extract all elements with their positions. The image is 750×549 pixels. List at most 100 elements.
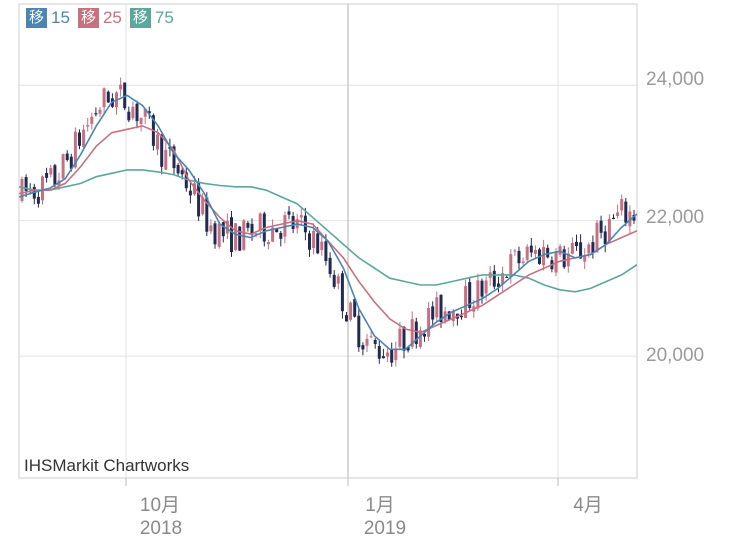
candle-26	[127, 106, 131, 123]
candle-23	[115, 91, 118, 115]
candle-body-117	[501, 273, 505, 285]
candle-body-132	[562, 249, 566, 268]
y-tick-20000: 20,000	[646, 345, 705, 366]
candle-147	[624, 198, 628, 227]
candle-63	[279, 231, 283, 247]
candle-120	[513, 248, 517, 256]
candle-body-98	[423, 334, 426, 337]
candle-98	[423, 333, 426, 342]
candle-body-130	[554, 251, 558, 273]
candle-82	[357, 309, 361, 352]
candle-17	[90, 112, 94, 130]
candle-81	[353, 297, 357, 318]
candle-111	[476, 273, 480, 311]
legend-badge-ma15: 移	[26, 8, 48, 28]
candle-body-69	[303, 215, 307, 233]
candle-65	[287, 206, 291, 220]
candle-83	[361, 342, 365, 356]
candle-body-101	[435, 297, 439, 318]
legend-ma25: 移 25	[77, 8, 122, 28]
candle-108	[464, 279, 468, 319]
candle-body-25	[123, 82, 127, 109]
y-tick-24000: 24,000	[646, 69, 705, 90]
candle-body-52	[234, 223, 238, 251]
candle-101	[435, 291, 439, 323]
candle-body-57	[254, 233, 258, 236]
candle-body-41	[188, 190, 192, 196]
candle-body-121	[517, 250, 521, 264]
candle-body-77	[336, 276, 340, 284]
candle-79	[345, 312, 348, 322]
chart-legend: 移 15 移 25 移 75	[26, 8, 174, 28]
candle-body-143	[607, 218, 611, 242]
candle-body-63	[279, 232, 283, 239]
candle-body-147	[624, 201, 628, 223]
candle-50	[225, 213, 229, 240]
candle-body-118	[505, 276, 509, 278]
candle-102	[439, 294, 443, 328]
candle-body-7	[49, 167, 53, 175]
candle-body-116	[497, 283, 500, 288]
legend-badge-ma75: 移	[129, 8, 151, 28]
x-tick-jan-year: 2019	[363, 518, 407, 539]
candle-28	[135, 100, 139, 129]
candle-body-29	[139, 117, 143, 125]
candle-125	[533, 245, 537, 260]
candle-body-79	[345, 315, 348, 322]
candle-body-31	[147, 111, 151, 114]
moving-average-lines	[18, 94, 638, 351]
candle-80	[349, 301, 353, 322]
candle-body-89	[386, 352, 390, 357]
candle-body-75	[328, 257, 332, 274]
candle-body-82	[357, 315, 361, 348]
legend-label-ma15: 15	[51, 8, 70, 27]
candle-3	[32, 183, 36, 205]
candle-body-81	[353, 299, 357, 317]
x-tick-jan-month: 1月	[365, 495, 395, 516]
candle-15	[82, 124, 86, 149]
candle-70	[308, 230, 311, 257]
candle-body-66	[291, 216, 295, 229]
candle-14	[78, 129, 81, 150]
candle-body-107	[460, 315, 463, 318]
candle-body-94	[406, 347, 410, 351]
candle-body-134	[570, 242, 574, 254]
candle-body-86	[373, 340, 377, 344]
candle-body-58	[258, 213, 262, 231]
candle-body-72	[316, 233, 320, 254]
candle-11	[65, 150, 69, 162]
candle-54	[242, 219, 246, 251]
candle-122	[521, 257, 525, 266]
candle-78	[340, 270, 344, 319]
candle-99	[427, 302, 431, 341]
candle-121	[517, 246, 521, 270]
candle-68	[299, 208, 303, 226]
candle-body-24	[119, 84, 123, 90]
candle-89	[386, 346, 390, 362]
candle-85	[369, 331, 373, 339]
candle-body-125	[533, 249, 537, 254]
candle-body-6	[45, 173, 49, 178]
chart-grid	[18, 3, 638, 486]
candle-body-53	[238, 226, 242, 251]
candle-body-135	[575, 241, 578, 247]
candle-115	[492, 265, 496, 290]
candle-body-16	[86, 125, 90, 127]
candle-body-62	[275, 228, 279, 233]
candle-body-4	[36, 196, 40, 204]
candle-116	[497, 276, 500, 293]
candle-body-124	[529, 245, 533, 253]
candle-body-95	[410, 319, 414, 347]
candle-body-122	[521, 261, 525, 264]
candle-body-21	[106, 91, 110, 103]
legend-ma15: 移 15	[26, 8, 70, 28]
candle-1	[24, 174, 28, 197]
candle-body-46	[209, 225, 213, 232]
candle-body-47	[213, 223, 217, 245]
ma75-line	[18, 169, 638, 293]
candle-38	[176, 163, 180, 177]
candle-body-145	[616, 212, 620, 216]
candle-76	[332, 270, 336, 289]
candle-52	[234, 223, 238, 252]
